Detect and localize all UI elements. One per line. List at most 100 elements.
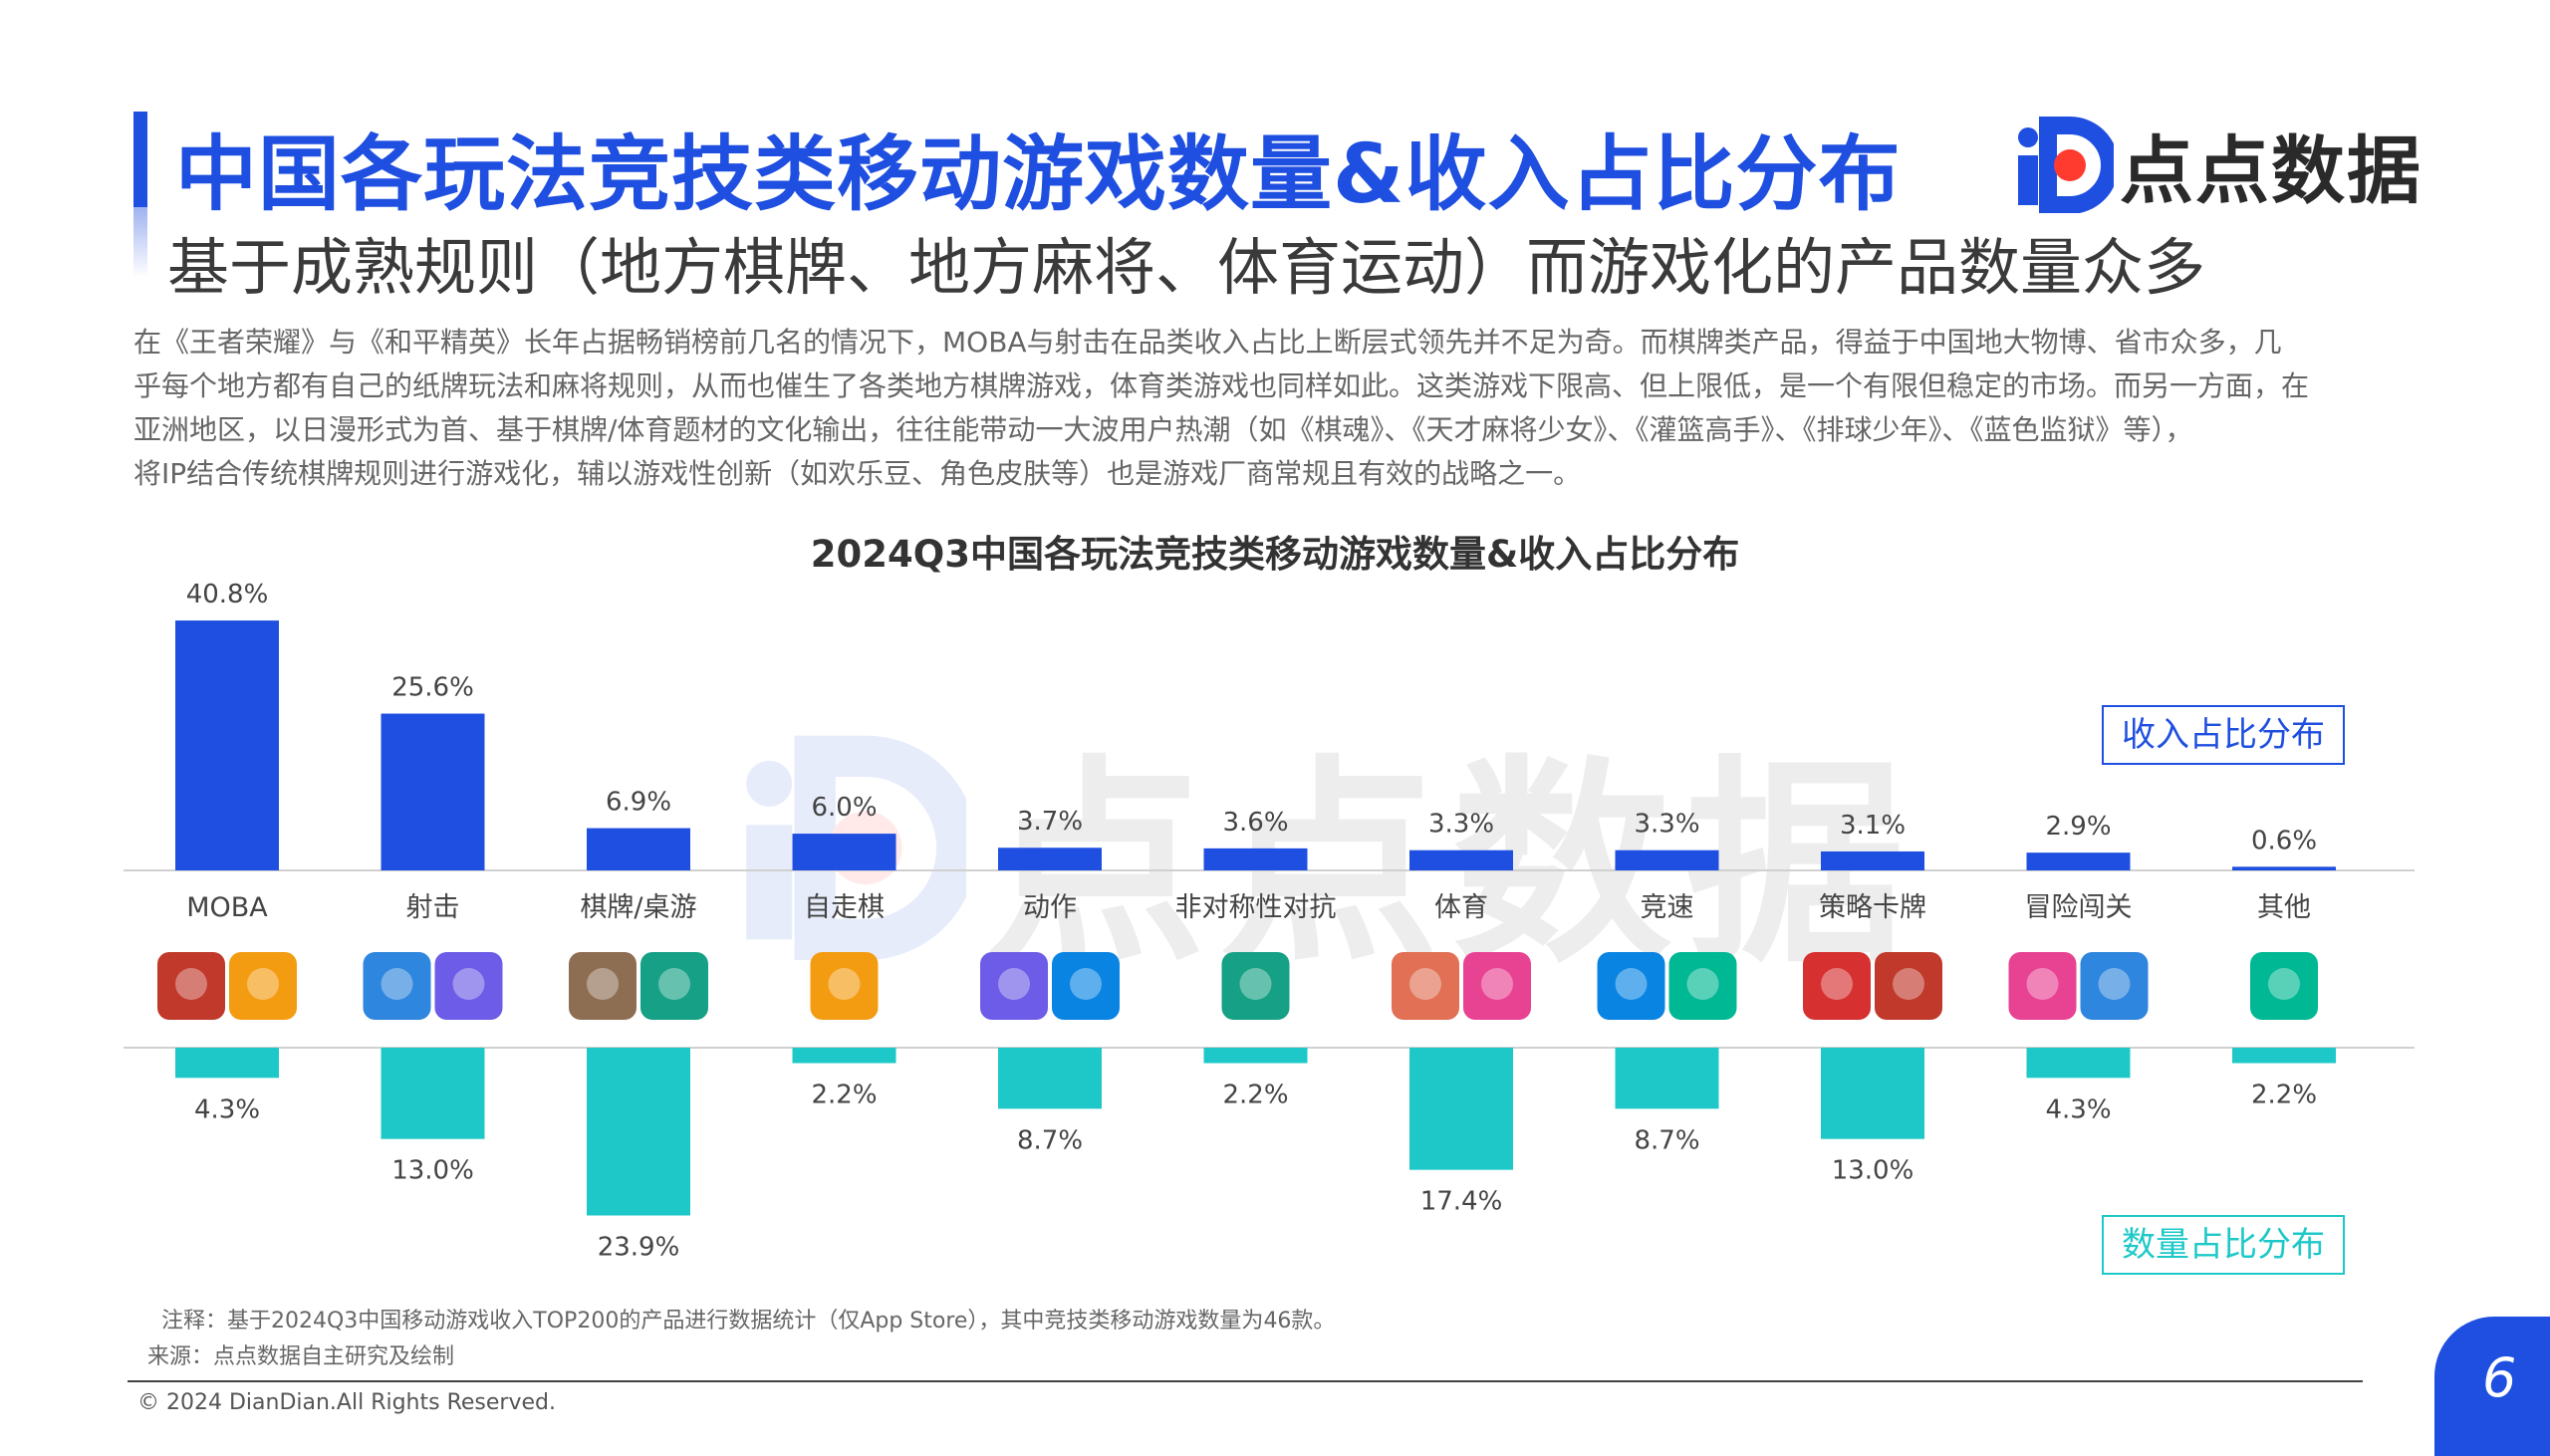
- revenue-value-label: 6.0%: [811, 793, 877, 823]
- revenue-value-label: 3.3%: [1428, 810, 1494, 840]
- page-number: 6: [2482, 1346, 2517, 1409]
- game-app-icon: [157, 952, 225, 1020]
- category-label: 非对称性对抗: [1175, 892, 1337, 923]
- category-label: 射击: [406, 892, 460, 923]
- category-label: 动作: [1023, 892, 1077, 923]
- count-bar: [1821, 1048, 1924, 1139]
- category-label: 棋牌/桌游: [580, 892, 696, 923]
- count-bar: [587, 1048, 690, 1216]
- count-value-label: 23.9%: [598, 1232, 680, 1262]
- category-label: 自走棋: [804, 892, 885, 923]
- game-app-icon-highlight: [1239, 968, 1272, 1000]
- game-app-icon: [1221, 952, 1290, 1020]
- footnote: 注释：基于2024Q3中国移动游戏收入TOP200的产品进行数据统计（仅App …: [161, 1309, 1336, 1334]
- count-bar: [1409, 1048, 1513, 1170]
- description-line: 在《王者荣耀》与《和平精英》长年占据畅销榜前几名的情况下，MOBA与射击在品类收…: [133, 326, 2282, 359]
- game-app-icon: [2008, 952, 2077, 1020]
- count-value-label: 4.3%: [194, 1094, 260, 1124]
- game-app-icon-highlight: [175, 968, 207, 1000]
- diandian-logo-icon: [2018, 117, 2114, 213]
- count-value-label: 13.0%: [391, 1156, 474, 1186]
- count-value-label: 8.7%: [1634, 1125, 1699, 1155]
- description: 在《王者荣耀》与《和平精英》长年占据畅销榜前几名的情况下，MOBA与射击在品类收…: [133, 321, 2424, 496]
- revenue-value-label: 2.9%: [2045, 812, 2111, 842]
- count-value-label: 2.2%: [1222, 1081, 1288, 1110]
- description-line: 亚洲地区，以日漫形式为首、基于棋牌/体育题材的文化输出，往往能带动一大波用户热潮…: [133, 413, 2193, 446]
- count-bar: [175, 1048, 279, 1079]
- revenue-bar: [792, 834, 896, 870]
- legend-count: 数量占比分布: [2102, 1215, 2345, 1275]
- revenue-value-label: 25.6%: [391, 673, 474, 703]
- count-value-label: 2.2%: [811, 1081, 877, 1110]
- logo-text: 点点数据: [2120, 127, 2422, 214]
- game-app-icon-highlight: [1893, 968, 1924, 1000]
- source-note: 来源：点点数据自主研究及绘制: [147, 1344, 455, 1369]
- category-label: 其他: [2257, 892, 2311, 923]
- category-label: MOBA: [186, 892, 268, 923]
- game-app-icon: [1875, 952, 1942, 1020]
- game-app-icon: [1052, 952, 1120, 1020]
- game-app-icon: [640, 952, 708, 1020]
- game-app-icon-highlight: [2026, 968, 2059, 1000]
- category-label: 冒险闯关: [2025, 892, 2133, 923]
- chart-title: 2024Q3中国各玩法竞技类移动游戏数量&收入占比分布: [810, 533, 1740, 576]
- revenue-value-label: 6.9%: [606, 788, 671, 818]
- revenue-bar: [1203, 848, 1308, 870]
- count-value-label: 13.0%: [1832, 1156, 1914, 1186]
- game-app-icon-highlight: [2268, 968, 2300, 1000]
- revenue-bar: [1615, 849, 1719, 870]
- category-label: 体育: [1434, 892, 1488, 923]
- game-app-icon-highlight: [452, 968, 485, 1000]
- game-app-icon: [1392, 952, 1459, 1020]
- count-value-label: 17.4%: [1420, 1187, 1503, 1217]
- count-bar: [1615, 1048, 1719, 1109]
- game-app-icon-highlight: [1481, 968, 1513, 1000]
- revenue-bar: [1409, 849, 1513, 870]
- game-app-icon: [810, 952, 879, 1020]
- revenue-value-label: 3.1%: [1840, 811, 1906, 841]
- game-app-icon-highlight: [1686, 968, 1719, 1000]
- title-accent-fade: [133, 207, 147, 277]
- revenue-bar: [998, 848, 1102, 870]
- game-app-icon-highlight: [1615, 968, 1648, 1000]
- description-line: 将IP结合传统棋牌规则进行游戏化，辅以游戏性创新（如欢乐豆、角色皮肤等）也是游戏…: [133, 457, 1582, 490]
- game-app-icon: [1463, 952, 1531, 1020]
- count-value-label: 4.3%: [2045, 1094, 2111, 1124]
- brand-logo: 点点数据: [2014, 116, 2422, 214]
- count-value-label: 2.2%: [2251, 1081, 2317, 1110]
- legend-revenue: 收入占比分布: [2102, 705, 2345, 765]
- game-app-icon: [434, 952, 503, 1020]
- revenue-value-label: 3.7%: [1017, 807, 1083, 837]
- game-app-icon: [1668, 952, 1737, 1020]
- count-bar: [998, 1048, 1102, 1109]
- page-title: 中国各玩法竞技类移动游戏数量&收入占比分布: [175, 127, 1902, 222]
- count-bar: [2232, 1048, 2336, 1064]
- page-subtitle: 基于成熟规则（地方棋牌、地方麻将、体育运动）而游戏化的产品数量众多: [167, 231, 2206, 304]
- game-app-icon-highlight: [658, 968, 690, 1000]
- game-app-icon: [569, 952, 637, 1020]
- footer-divider: [128, 1380, 2363, 1382]
- count-bar: [381, 1048, 485, 1139]
- game-app-icon-highlight: [381, 968, 413, 1000]
- category-label: 策略卡牌: [1819, 892, 1926, 923]
- game-app-icon-highlight: [247, 968, 279, 1000]
- game-app-icon: [1597, 952, 1665, 1020]
- revenue-value-label: 3.3%: [1634, 810, 1699, 840]
- count-value-label: 8.7%: [1017, 1125, 1083, 1155]
- category-label: 竞速: [1641, 892, 1694, 923]
- game-app-icon: [1803, 952, 1871, 1020]
- revenue-value-label: 0.6%: [2251, 826, 2317, 855]
- game-app-icon-highlight: [1409, 968, 1441, 1000]
- revenue-bar: [2232, 866, 2336, 870]
- count-bar: [1203, 1048, 1308, 1064]
- game-app-icon: [229, 952, 297, 1020]
- count-bar: [2026, 1048, 2131, 1079]
- description-line: 乎每个地方都有自己的纸牌玩法和麻将规则，从而也催生了各类地方棋牌游戏，体育类游戏…: [133, 369, 2310, 402]
- game-app-icon-highlight: [1070, 968, 1102, 1000]
- revenue-bar: [587, 828, 690, 870]
- revenue-value-label: 40.8%: [186, 580, 269, 609]
- revenue-bar: [1821, 850, 1924, 870]
- title-accent-bar: [133, 112, 147, 207]
- game-app-icon-highlight: [998, 968, 1030, 1000]
- game-app-icon: [980, 952, 1048, 1020]
